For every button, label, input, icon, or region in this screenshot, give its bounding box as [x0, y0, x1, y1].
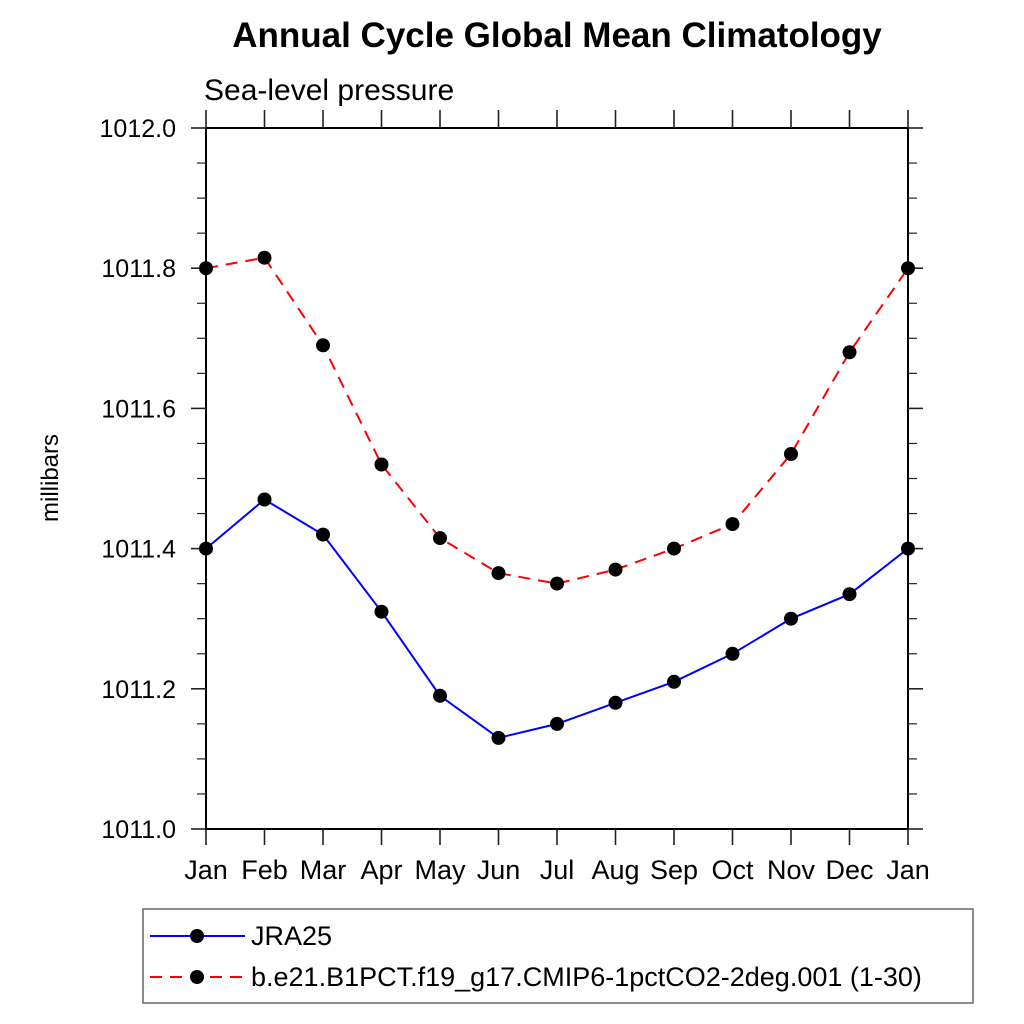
x-tick-label: Dec	[825, 855, 873, 885]
axes-layer: Jan Feb Mar Apr May Jun Jul Aug Sep Oct Nov Dec Jan 1…	[100, 110, 930, 885]
data-point	[725, 646, 740, 661]
chart-title: Annual Cycle Global Mean Climatology	[232, 16, 882, 55]
x-tick-label: Oct	[711, 855, 754, 885]
data-point	[725, 517, 740, 532]
chart-subtitle: Sea-level pressure	[204, 74, 454, 107]
data-point	[550, 576, 564, 591]
data-point	[199, 261, 213, 276]
data-point	[374, 457, 389, 472]
x-tick-label: May	[414, 855, 466, 885]
data-point	[257, 250, 272, 265]
series-line-1	[205, 256, 909, 585]
data-point	[608, 695, 623, 710]
y-tick-label: 1011.4	[101, 536, 176, 564]
data-point	[257, 492, 272, 507]
y-tick-label: 1011.0	[101, 816, 176, 844]
legend: JRA25 b.e21.B1PCT.f19_g17.CMIP6-1pctCO2-…	[142, 908, 974, 1004]
data-point	[667, 541, 681, 556]
x-tick-label: Mar	[300, 855, 347, 885]
data-point	[491, 730, 506, 745]
x-tick-label: Jan	[184, 855, 228, 885]
legend-box	[142, 908, 974, 1004]
series-layer	[199, 250, 915, 745]
data-point	[433, 688, 447, 703]
y-tick-label: 1011.8	[101, 255, 176, 283]
legend-label-model: b.e21.B1PCT.f19_g17.CMIP6-1pctCO2-2deg.0…	[251, 962, 922, 992]
data-point	[842, 587, 857, 602]
data-point	[433, 531, 447, 546]
data-point	[374, 604, 389, 619]
data-point	[199, 541, 213, 556]
x-tick-label: Apr	[360, 855, 402, 885]
data-point	[550, 716, 564, 731]
series-line-0	[205, 498, 909, 739]
x-tick-label: Nov	[767, 855, 816, 885]
y-tick-label: 1011.6	[101, 395, 176, 423]
legend-marker-dot	[190, 929, 204, 943]
legend-marker-dot	[190, 970, 204, 984]
data-point	[316, 338, 330, 353]
y-tick-label: 1011.2	[101, 676, 176, 704]
legend-label-jra25: JRA25	[251, 921, 332, 951]
data-point	[491, 566, 506, 581]
data-point	[901, 261, 915, 276]
x-tick-label: Aug	[591, 855, 639, 885]
x-tick-label: Jul	[540, 855, 575, 885]
data-point	[842, 345, 857, 360]
data-point	[784, 447, 798, 461]
x-tick-label: Sep	[650, 855, 698, 885]
data-point	[784, 611, 798, 626]
y-axis-label: millibars	[37, 434, 64, 522]
y-tick-label: 1012.0	[100, 115, 176, 143]
data-point	[608, 562, 623, 577]
x-tick-label: Feb	[241, 855, 288, 885]
data-point	[667, 674, 681, 689]
x-tick-label: Jan	[886, 855, 930, 885]
legend-entry-jra25: JRA25	[150, 921, 332, 951]
legend-entry-model: b.e21.B1PCT.f19_g17.CMIP6-1pctCO2-2deg.0…	[150, 962, 922, 992]
data-point	[901, 541, 915, 556]
x-tick-label: Jun	[477, 855, 521, 885]
data-point	[316, 527, 330, 542]
